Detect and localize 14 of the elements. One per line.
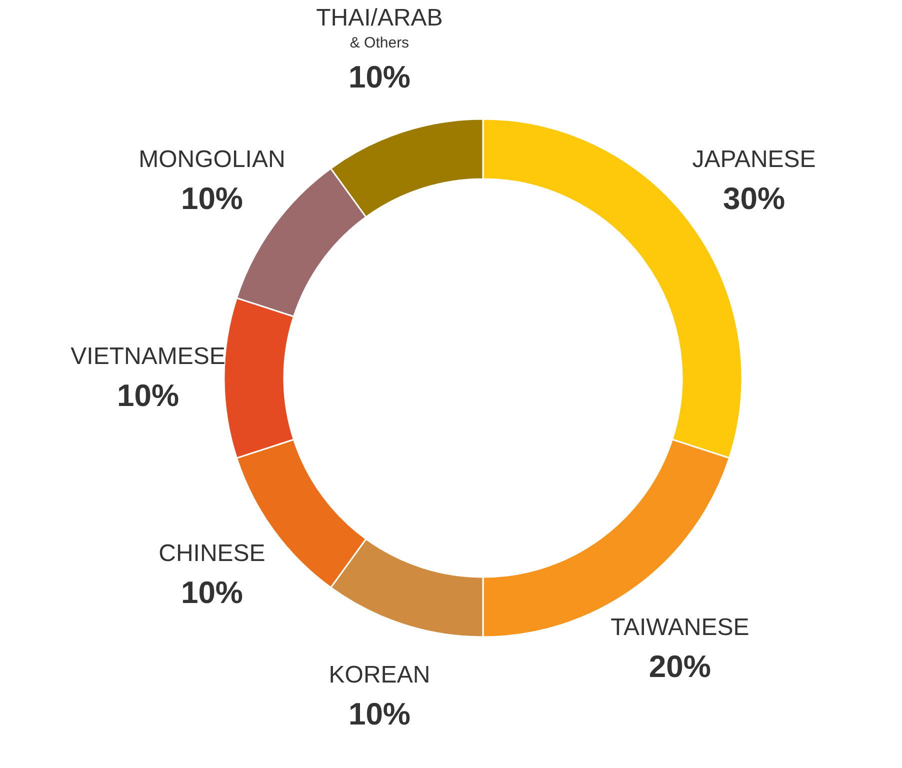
slice-label: JAPANESE bbox=[692, 146, 816, 174]
slice-label: TAIWANESE bbox=[610, 614, 750, 642]
slice-label: MONGOLIAN bbox=[138, 146, 286, 174]
data-label: 10% bbox=[348, 59, 411, 94]
data-label: 10% bbox=[348, 696, 411, 732]
data-label: 20% bbox=[648, 649, 711, 684]
slice-label: CHINESE bbox=[158, 540, 266, 567]
data-label: 10% bbox=[116, 378, 180, 413]
slice-label: THAI/ARAB & Others bbox=[316, 4, 443, 52]
slice-label: VIETNAMESE bbox=[70, 343, 226, 370]
data-label: 10% bbox=[180, 181, 244, 216]
data-label: 30% bbox=[722, 181, 786, 216]
slice-label: KOREAN bbox=[328, 662, 430, 689]
data-label: 10% bbox=[180, 574, 244, 610]
